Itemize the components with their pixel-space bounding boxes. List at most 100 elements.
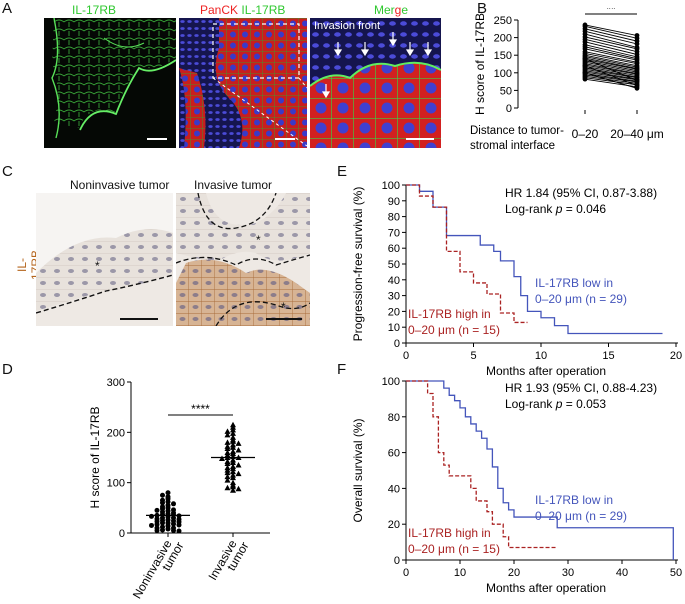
d-point-invasive — [230, 483, 236, 490]
d-point-invasive — [235, 446, 242, 453]
b-point — [582, 56, 588, 62]
d-point-invasive — [230, 459, 236, 466]
f-xtick-label: 30 — [562, 567, 574, 579]
d-point-noninvasive — [176, 522, 182, 528]
panel-c-title-right: Invasive tumor — [194, 178, 273, 192]
d-point-invasive — [230, 426, 236, 433]
b-pair-line — [584, 48, 638, 61]
f-xlabel: Months after operation — [486, 581, 606, 595]
e-ytick-label: 100 — [382, 180, 400, 192]
b-ytick-label: 150 — [494, 50, 512, 62]
d-ytick-label: 0 — [119, 528, 125, 540]
e-ytick-label: 90 — [388, 196, 400, 208]
chart-b-labels: ** H score of IL-17RB 0–20 20–40 μm Distance… — [470, 8, 664, 152]
ihc-star-right-1: * — [256, 233, 261, 247]
d-point-invasive — [224, 431, 231, 438]
d-point-noninvasive — [154, 521, 160, 527]
d-point-invasive — [224, 445, 231, 451]
d-point-noninvasive — [160, 527, 165, 533]
panel-a-title-2: PanCK IL-17RB — [200, 3, 286, 17]
e-xtick-label: 5 — [470, 350, 476, 362]
micrograph-il17rb — [44, 18, 176, 148]
b-cat-label: 0–20 — [572, 127, 599, 141]
b-pair-line — [584, 25, 638, 39]
chart-d-points — [146, 421, 255, 534]
b-pair-line — [584, 33, 638, 48]
e-ytick-label: 20 — [388, 306, 400, 318]
chart-e-labels: Progression-free survival (%) Months afte… — [351, 186, 657, 378]
f-curve-high — [406, 380, 558, 549]
d-point-invasive — [235, 462, 242, 468]
d-point-invasive — [230, 450, 236, 456]
e-xtick-label: 10 — [535, 350, 547, 362]
d-point-invasive — [224, 484, 231, 491]
b-pair-line — [584, 65, 638, 86]
f-legend-high-2: 0–20 μm (n = 15) — [408, 542, 500, 556]
d-point-invasive — [230, 438, 236, 444]
d-ytick-label: 300 — [107, 377, 125, 389]
d-point-invasive — [230, 468, 236, 475]
b-pair-line — [584, 58, 638, 70]
b-pair-line — [584, 77, 638, 86]
d-point-noninvasive — [176, 528, 182, 534]
b-point — [634, 78, 640, 83]
e-ytick-label: 10 — [388, 322, 400, 334]
d-point-invasive — [235, 485, 242, 492]
panel-label-a: A — [2, 0, 13, 17]
d-point-noninvasive — [154, 527, 160, 533]
e-ytick-label: 40 — [388, 275, 400, 287]
f-ytick-label: 80 — [388, 412, 400, 424]
f-legend-high-1: IL-17RB high in — [408, 526, 491, 540]
chart-e: 0 10 20 30 40 50 60 70 80 90 100 0 5 10 15 20 Progressi… — [351, 180, 682, 378]
b-xlabel-line1: Distance to tumor- — [470, 125, 564, 137]
d-point-invasive — [235, 470, 242, 477]
b-pair-line — [584, 41, 638, 55]
f-ytick-label: 0 — [394, 555, 400, 567]
f-ytick-label: 20 — [388, 519, 400, 531]
b-pair-line — [584, 72, 638, 89]
d-point-noninvasive — [171, 521, 176, 527]
e-ytick-label: 50 — [388, 259, 400, 271]
b-pair-line — [584, 56, 638, 68]
b-pair-line — [584, 58, 638, 81]
b-pair-line — [584, 70, 638, 80]
b-pair-line — [584, 46, 638, 60]
d-sig-text: **** — [191, 402, 210, 416]
d-point-invasive — [235, 440, 242, 446]
e-legend-low-2: 0–20 μm (n = 29) — [535, 292, 627, 306]
chart-b-lines — [582, 22, 640, 91]
f-xtick-label: 20 — [508, 567, 520, 579]
d-point-invasive — [224, 473, 231, 480]
d-ytick-label: 100 — [107, 478, 125, 490]
panel-a-title-3: Merge — [374, 3, 409, 17]
e-legend-high-1: IL-17RB high in — [408, 307, 491, 321]
b-pair-line — [584, 61, 638, 73]
panel-label-e: E — [337, 163, 348, 180]
b-cat-label: 20–40 μm — [610, 127, 664, 141]
chart-f-labels: Overall survival (%) Months after operati… — [351, 381, 657, 595]
e-xtick-label: 15 — [602, 350, 614, 362]
ihc-star-left: * — [95, 259, 100, 273]
d-point-invasive — [224, 439, 231, 445]
d-point-noninvasive — [149, 522, 154, 528]
b-pair-line — [584, 74, 638, 83]
f-xtick-label: 10 — [454, 567, 466, 579]
chart-e-lines — [406, 184, 663, 335]
e-xtick-label: 20 — [670, 350, 682, 362]
f-legend-low-2: 0–20 μm (n = 29) — [535, 509, 627, 523]
invasion-front-label: Invasion front — [314, 20, 381, 32]
d-point-invasive — [224, 460, 231, 467]
e-ytick-label: 80 — [388, 212, 400, 224]
d-ytick-label: 200 — [107, 427, 125, 439]
ihc-invasive: * * — [176, 193, 310, 326]
e-curve-low — [406, 184, 663, 335]
b-pair-line — [584, 52, 638, 65]
b-pair-line — [584, 68, 638, 79]
f-ytick-label: 100 — [382, 376, 400, 388]
e-legend-high-2: 0–20 μm (n = 15) — [408, 323, 500, 337]
d-point-invasive — [230, 465, 236, 472]
chart-f-lines — [406, 380, 674, 560]
ihc-noninvasive: * — [36, 193, 173, 326]
chart-f: 0 20 40 60 80 100 0 10 20 30 40 50 Overall survival… — [351, 376, 682, 595]
